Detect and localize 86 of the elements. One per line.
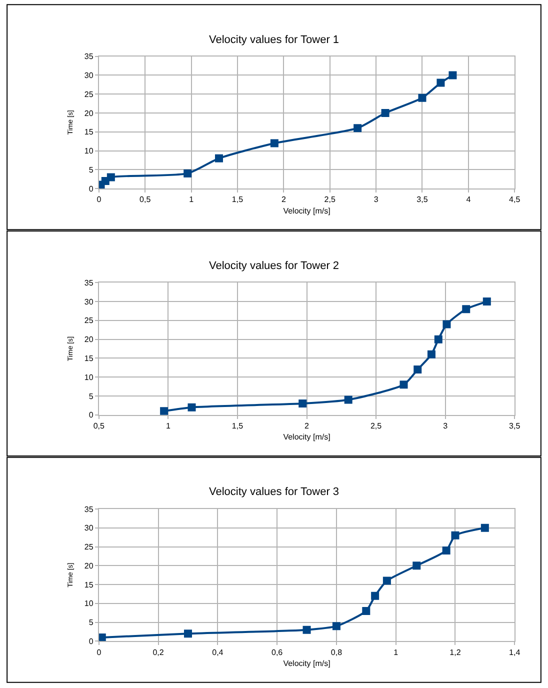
x-tick-label: 0,2 [152,648,164,657]
x-tick-label: 3,5 [509,421,521,430]
point [298,400,307,408]
point [382,576,391,585]
y-tick-label: 30 [84,297,94,306]
y-tick-label: 10 [84,599,94,608]
point [354,124,362,132]
x-tick-label: 0,5 [93,421,106,430]
point [362,606,370,615]
y-tick-label: 30 [84,524,94,533]
y-tick-label: 10 [84,372,94,382]
chart-title: Velocity values for Tower 3 [209,486,340,498]
point [418,94,426,102]
x-tick-label: 2 [304,421,310,430]
y-tick-label: 15 [84,580,94,590]
x-tick-label: 1 [166,421,171,430]
point [412,562,421,570]
point [400,380,408,389]
point [462,305,470,314]
x-tick-label: 2 [281,195,286,204]
x-tick-label: 0 [96,648,102,657]
y-tick-label: 25 [84,316,94,326]
chart-title: Velocity values for Tower 2 [209,260,340,272]
y-tick-label: 20 [84,561,94,570]
point [98,633,106,642]
y-tick-label: 25 [84,90,94,99]
x-tick-label: 1,5 [232,421,244,430]
y-tick-label: 35 [84,52,94,62]
point [215,154,224,162]
x-tick-label: 0,5 [140,195,152,204]
point [436,78,445,87]
x-tick-label: 1,4 [509,648,521,657]
x-tick-label: 1 [394,648,399,657]
y-tick-label: 35 [84,278,94,288]
x-tick-label: 0,4 [212,648,224,657]
x-tick-label: 3 [374,195,379,204]
chart-title: Velocity values for Tower 1 [209,34,340,46]
point [482,298,491,306]
y-tick-label: 15 [84,128,94,137]
x-tick-label: 3 [443,421,448,430]
x-tick-label: 0 [96,195,102,204]
x-tick-label: 1,5 [232,195,244,204]
y-tick-label: 20 [84,108,94,118]
point [448,71,457,80]
y-tick-label: 30 [84,70,94,80]
point [106,173,115,182]
y-tick-label: 0 [88,637,94,646]
y-tick-label: 5 [88,165,94,174]
x-tick-label: 1 [189,195,194,204]
x-tick-label: 4,5 [509,195,521,204]
point [160,407,168,415]
x-tick-label: 2,5 [324,195,336,204]
y-tick-label: 35 [84,504,94,514]
y-tick-label: 5 [88,618,94,628]
x-tick-label: 0,8 [330,648,343,657]
y-tick-label: 15 [84,354,94,364]
x-tick-label: 4 [466,195,472,204]
x-axis-title: Velocity [m/s] [283,432,330,442]
point [442,320,451,328]
y-tick-label: 25 [84,542,94,552]
y-tick-label: 10 [84,146,94,156]
point [184,169,192,178]
point [188,403,196,412]
point [270,139,278,148]
x-tick-label: 3,5 [416,195,428,204]
y-tick-label: 5 [88,392,94,401]
x-axis-title: Velocity [m/s] [283,206,330,216]
point [332,622,340,630]
point [480,524,489,532]
point [381,108,390,117]
y-tick-label: 0 [88,184,94,194]
point [371,592,380,600]
y-tick-label: 20 [84,335,94,344]
y-tick-label: 0 [88,410,94,420]
point [427,350,436,358]
x-axis-title: Velocity [m/s] [283,658,330,668]
point [184,630,192,638]
point [414,366,422,374]
point [302,626,311,634]
x-tick-label: 2,5 [370,421,382,430]
point [442,546,450,555]
x-tick-label: 1,2 [450,648,462,657]
point [451,531,460,540]
point [344,396,352,404]
point [434,335,442,344]
x-tick-label: 0,6 [272,648,284,657]
